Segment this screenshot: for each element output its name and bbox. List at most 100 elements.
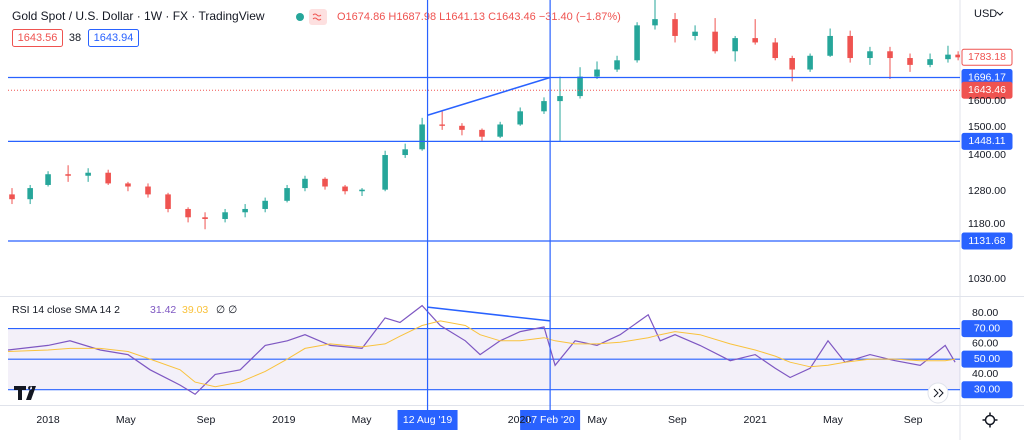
- overlay: Gold Spot / U.S. Dollar · 1W · FX · Trad…: [12, 0, 1013, 430]
- x-tick-label: Sep: [197, 414, 216, 426]
- candle-body: [439, 124, 445, 126]
- y-tick-label: 60.00: [972, 338, 998, 350]
- horizontal-line-label: 1131.68: [968, 235, 1005, 247]
- vertical-line-label-bg: [397, 410, 458, 430]
- candle-body: [672, 19, 678, 36]
- ask-price: 1643.94: [94, 32, 134, 44]
- candle-body: [652, 19, 658, 26]
- horizontal-line-label-bg: [961, 232, 1013, 250]
- candle-body: [479, 129, 485, 137]
- x-tick-label: Sep: [668, 414, 687, 426]
- horizontal-line-label: 30.00: [974, 383, 1000, 395]
- y-tick-label: 80.00: [972, 307, 998, 319]
- x-tick-label: May: [116, 414, 137, 426]
- horizontal-line-label-bg: [961, 350, 1013, 368]
- candle-body: [789, 58, 795, 70]
- bid-price: 1643.56: [18, 32, 58, 44]
- candle-body: [284, 188, 290, 201]
- candle-body: [907, 58, 913, 65]
- candle-body: [222, 212, 228, 219]
- chart-title: Gold Spot / U.S. Dollar · 1W · FX · Trad…: [12, 9, 265, 23]
- currency-label[interactable]: USD: [974, 8, 997, 20]
- price-pane: [8, 0, 960, 242]
- horizontal-line-label-bg: [961, 132, 1013, 150]
- rsi-pane: [8, 304, 960, 396]
- y-tick-label: 1500.00: [968, 121, 1006, 133]
- y-tick-label: 1600.00: [968, 95, 1006, 107]
- ohlc-legend: O1674.86 H1687.98 L1641.13 C1643.46 −31.…: [337, 11, 621, 23]
- candle-body: [459, 125, 465, 130]
- trend-line: [427, 306, 551, 322]
- rsi-line: [8, 304, 956, 396]
- candle-body: [85, 172, 91, 176]
- candle-body: [202, 217, 208, 219]
- candle-body: [887, 51, 893, 59]
- candle-body: [125, 183, 131, 187]
- vertical-line-label: 17 Feb '20: [525, 414, 574, 426]
- candle-body: [772, 42, 778, 59]
- candle-body: [517, 111, 523, 125]
- x-tick-label: 2021: [743, 414, 767, 426]
- candle-body: [541, 101, 547, 112]
- legend-value: 31.42: [150, 304, 176, 316]
- legend-value: 39.03: [182, 304, 208, 316]
- candle-body: [302, 178, 308, 189]
- y-tick-label: 40.00: [972, 368, 998, 380]
- candle-body: [242, 208, 248, 213]
- candle-body: [65, 174, 71, 176]
- candle-body: [27, 188, 33, 200]
- horizontal-line-label-bg: [961, 381, 1013, 399]
- horizontal-line-label-bg: [961, 320, 1013, 338]
- candle-body: [712, 31, 718, 52]
- settings-icon[interactable]: [984, 414, 996, 426]
- ask-box[interactable]: [88, 29, 139, 47]
- legend-suffix: ∅ ∅: [216, 304, 237, 316]
- candle-body: [955, 54, 960, 58]
- y-tick-label: 1280.00: [968, 185, 1006, 197]
- candle-body: [752, 38, 758, 43]
- horizontal-line-label: 70.00: [974, 322, 1000, 334]
- x-tick-label: May: [823, 414, 844, 426]
- candle-body: [945, 54, 951, 60]
- candle-body: [45, 174, 51, 185]
- y-tick-label: 1180.00: [968, 218, 1005, 230]
- y-tick-label: 1400.00: [968, 149, 1006, 161]
- x-tick-label: 2018: [36, 414, 60, 426]
- horizontal-line-label: 1696.17: [968, 71, 1006, 83]
- market-icon-glyph: [312, 13, 322, 21]
- rsi-title: RSI 14 close SMA 14 2: [12, 304, 120, 316]
- candle-body: [165, 194, 171, 209]
- vertical-line-label-bg: [520, 410, 581, 430]
- bid-box[interactable]: [12, 29, 63, 47]
- candle-body: [847, 35, 853, 59]
- candle-body: [732, 38, 738, 52]
- candle-body: [594, 69, 600, 77]
- market-icon: [309, 9, 327, 25]
- horizontal-line-label: 1448.11: [968, 135, 1005, 147]
- x-tick-label: Sep: [904, 414, 923, 426]
- crosshair-price-label-bg: [961, 81, 1013, 99]
- candle-body: [105, 172, 111, 184]
- horizontal-line-label: 50.00: [974, 353, 1000, 365]
- settings-icon-teeth: [982, 412, 998, 428]
- candle-body: [927, 59, 933, 65]
- x-tick-label: May: [352, 414, 373, 426]
- candle-body: [807, 55, 813, 70]
- crosshair-price-label: 1643.46: [968, 84, 1006, 96]
- candle-body: [185, 208, 191, 218]
- currency-arrow: [996, 11, 1004, 16]
- x-tick-label: May: [587, 414, 608, 426]
- y-tick-label: 1030.00: [968, 273, 1006, 285]
- candle-body: [359, 189, 365, 192]
- vertical-line-label: 12 Aug '19: [403, 414, 452, 426]
- candle-body: [557, 96, 563, 102]
- candle-body: [342, 186, 348, 192]
- spread: 38: [69, 32, 81, 44]
- candle-body: [634, 25, 640, 61]
- candle-body: [145, 186, 151, 195]
- candle-body: [867, 51, 873, 59]
- trend-line: [427, 76, 551, 116]
- x-tick-label: 2019: [272, 414, 296, 426]
